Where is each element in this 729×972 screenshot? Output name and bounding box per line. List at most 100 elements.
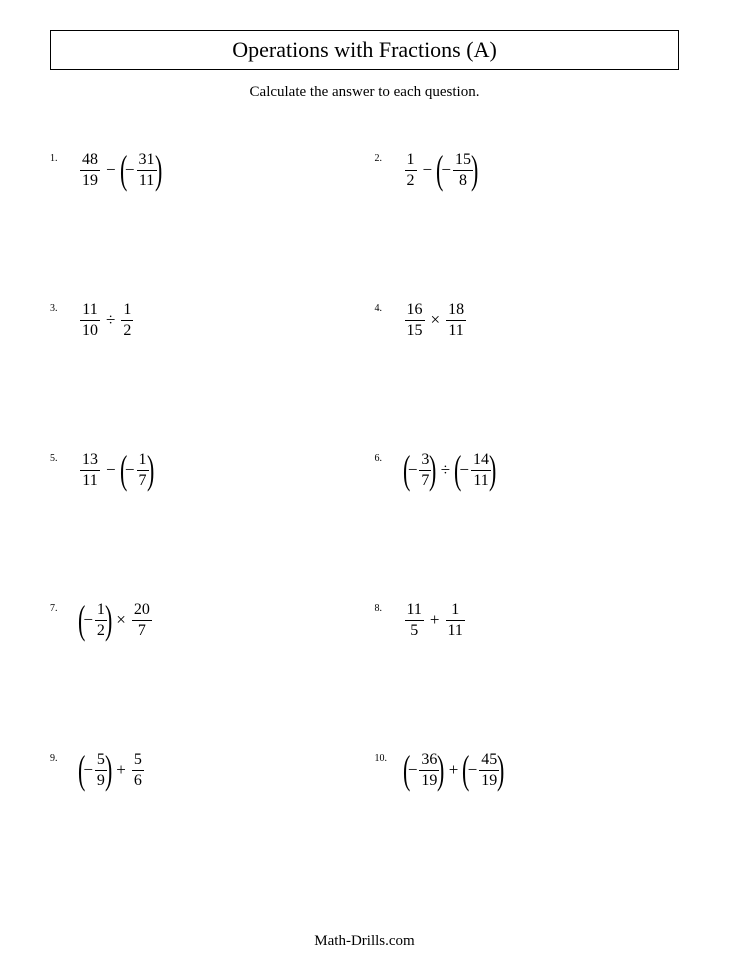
term: (−1411) [456,451,494,489]
problem: 10. (−3619) +(−4519) [375,741,680,891]
fraction: 207 [132,601,152,639]
left-paren: ( [436,160,443,180]
problems-grid: 1.4819−(−3111)2.12−(−158)3.1110÷124.1615… [50,141,679,891]
numerator: 31 [137,151,157,169]
worksheet-title: Operations with Fractions (A) [232,37,497,62]
denominator: 5 [408,622,420,640]
worksheet-title-box: Operations with Fractions (A) [50,30,679,70]
numerator: 5 [132,751,144,769]
term: (−158) [438,151,476,189]
expression: 1110÷12 [80,301,133,339]
problem: 9.(−59)+56 [50,741,355,891]
denominator: 11 [446,622,465,640]
term: 1811 [446,301,466,339]
left-paren: ( [78,760,85,780]
term: (−12) [80,601,110,639]
numerator: 1 [121,301,133,319]
expression: 4819−(−3111) [80,151,160,189]
expression: (−37) ÷ (−1411) [405,451,495,489]
problem-number: 7. [50,601,70,614]
problem: 8.115+111 [375,591,680,741]
denominator: 15 [405,322,425,340]
denominator: 6 [132,772,144,790]
term: 207 [132,601,152,639]
expression: (−59)+56 [80,751,144,789]
fraction: 56 [132,751,144,789]
numerator: 11 [80,301,99,319]
right-paren: ) [497,760,504,780]
instruction-text: Calculate the answer to each question. [50,84,679,101]
left-paren: ( [120,160,127,180]
problem: 3.1110÷12 [50,291,355,441]
numerator: 16 [405,301,425,319]
operator: − [423,160,433,180]
problem-number: 1. [50,151,70,164]
fraction-bar [80,470,100,471]
problem-number: 5. [50,451,70,464]
left-paren: ( [120,460,127,480]
operator: + [449,760,459,780]
term: 115 [405,601,424,639]
operator: − [106,460,116,480]
denominator: 10 [80,322,100,340]
term: (−17) [122,451,152,489]
left-paren: ( [78,610,85,630]
numerator: 1 [449,601,461,619]
expression: 1615×1811 [405,301,467,339]
problem-number: 9. [50,751,70,764]
right-paren: ) [489,460,496,480]
problem-number: 4. [375,301,395,314]
term: 56 [132,751,144,789]
denominator: 2 [405,172,417,190]
right-paren: ) [105,760,112,780]
denominator: 11 [137,172,156,190]
fraction-bar [446,620,465,621]
left-paren: ( [402,460,409,480]
fraction: 1110 [80,301,100,339]
fraction: 3111 [137,151,157,189]
term: 1615 [405,301,425,339]
fraction: 12 [121,301,133,339]
fraction-bar [80,320,100,321]
operator: ÷ [106,310,115,330]
fraction: 12 [405,151,417,189]
problem: 5. 1311−(−17) [50,441,355,591]
expression: (−3619) +(−4519) [405,751,503,789]
expression: 12−(−158) [405,151,477,189]
fraction-bar [121,320,133,321]
fraction-bar [405,320,425,321]
left-paren: ( [454,460,461,480]
denominator: 19 [80,172,100,190]
problem-number: 10. [375,751,395,764]
operator: ÷ [441,460,450,480]
term: (−4519) [464,751,502,789]
right-paren: ) [105,610,112,630]
operator: + [430,610,440,630]
expression: 115+111 [405,601,465,639]
problem-number: 8. [375,601,395,614]
operator: − [106,160,116,180]
denominator: 2 [121,322,133,340]
problem: 6. (−37) ÷ (−1411) [375,441,680,591]
problem: 1.4819−(−3111) [50,141,355,291]
problem-number: 6. [375,451,395,464]
term: (−37) [405,451,435,489]
term: (−3619) [405,751,443,789]
fraction: 115 [405,601,424,639]
term: 4819 [80,151,100,189]
fraction: 4819 [80,151,100,189]
fraction: 1615 [405,301,425,339]
operator: × [431,310,441,330]
fraction-bar [405,620,424,621]
fraction: 1311 [80,451,100,489]
problem-number: 2. [375,151,395,164]
expression: 1311−(−17) [80,451,152,489]
fraction: 111 [446,601,465,639]
numerator: 18 [446,301,466,319]
term: 12 [121,301,133,339]
fraction-bar [405,170,417,171]
term: (−3111) [122,151,160,189]
right-paren: ) [155,160,162,180]
fraction-bar [137,170,157,171]
fraction-bar [132,770,144,771]
